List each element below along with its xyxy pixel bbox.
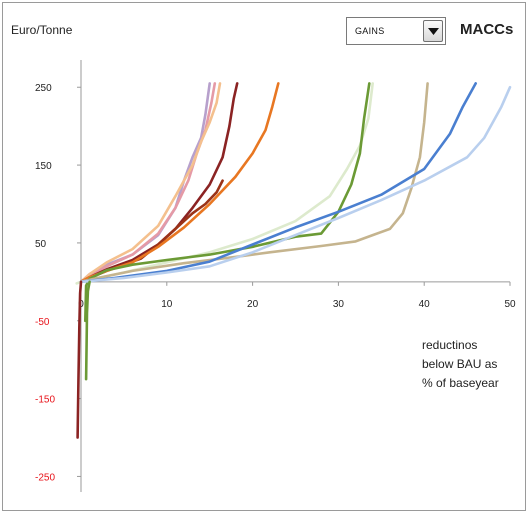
mac-curve-3 [79,82,222,284]
mac-curve-8 [84,82,371,323]
model-select-dropdown[interactable]: GAINS [346,17,446,45]
y-tick-label: 150 [35,161,52,172]
x-axis-label-line-1: reductinos [422,338,478,352]
chart-frame: Euro/Tonne GAINS MACCs reductinos below … [2,2,526,511]
mac-curve-10 [79,82,477,284]
dropdown-arrow-button[interactable] [423,20,443,42]
mac-curve-12 [76,280,83,439]
y-tick-label: 50 [35,239,47,250]
mac-curve-7 [75,82,374,285]
x-tick-label: 40 [419,299,431,310]
model-select-value: GAINS [355,26,385,36]
y-tick-label: 250 [35,83,52,94]
y-axis-label: Euro/Tonne [11,23,73,37]
mac-curve-6 [79,82,280,284]
x-tick-label: 10 [161,299,173,310]
x-tick-label: 20 [247,299,259,310]
y-tick-label: -250 [35,472,55,483]
x-tick-label: 0 [78,299,84,310]
mac-curve-9 [79,82,429,284]
y-tick-label: -50 [35,317,50,328]
chart-title: MACCs [460,21,514,38]
mac-curve-11 [79,85,512,284]
y-tick-label: -150 [35,395,55,406]
mac-curve-2 [79,82,217,284]
x-axis-label: reductinos below BAU as % of baseyear [422,336,499,393]
mac-curve-13 [84,280,91,381]
x-axis-label-line-3: % of baseyear [422,376,499,390]
x-tick-label: 30 [333,299,345,310]
x-tick-label: 50 [504,299,516,310]
chevron-down-icon [428,28,439,35]
x-axis-label-line-2: below BAU as [422,357,498,371]
